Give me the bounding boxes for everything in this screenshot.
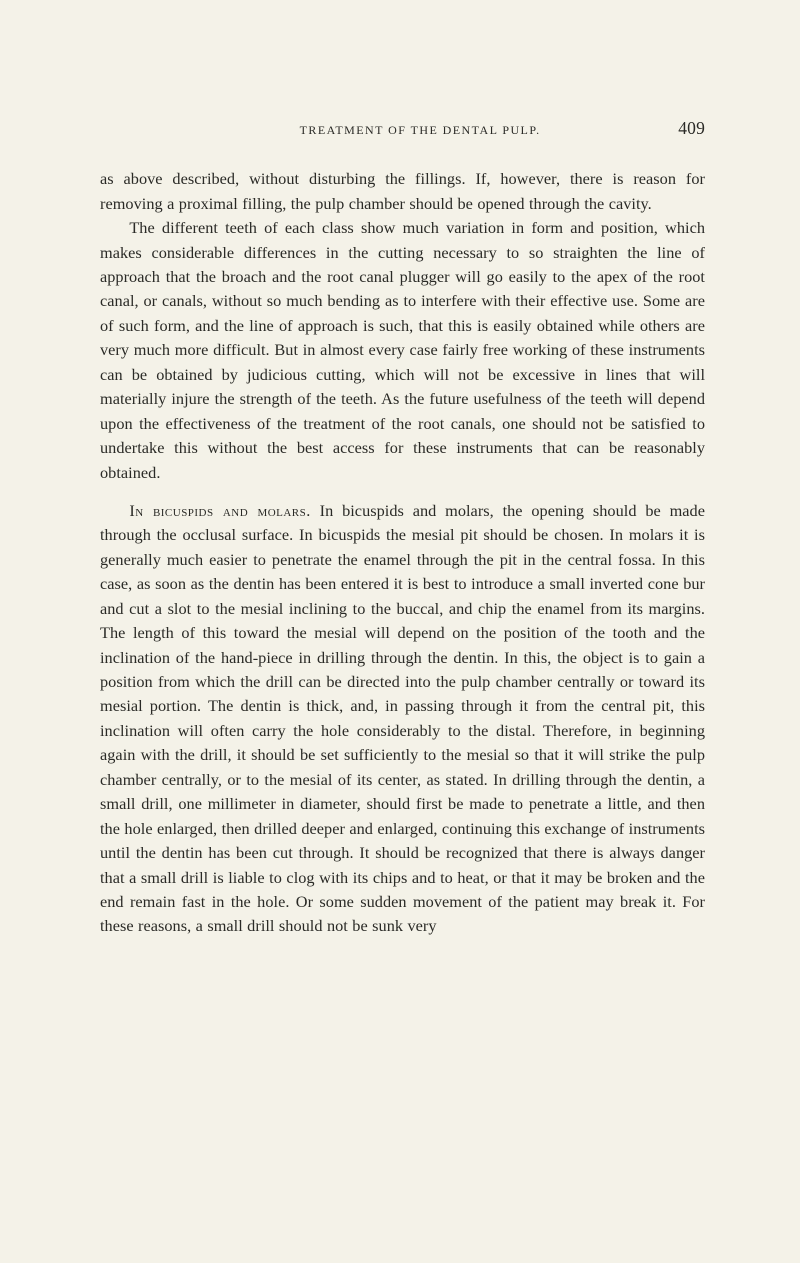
running-head: TREATMENT OF THE DENTAL PULP. [162, 121, 678, 139]
paragraph-section: In bicuspids and molars. In bicuspids an… [100, 499, 705, 939]
paragraph-text: In bicuspids and molars, the opening sho… [100, 501, 705, 935]
page-header: TREATMENT OF THE DENTAL PULP. 409 [100, 115, 705, 141]
section-lead-smallcaps: In bicuspids and molars. [129, 501, 310, 520]
paragraph-continuation: as above described, without disturbing t… [100, 167, 705, 216]
page-number: 409 [678, 115, 705, 141]
paragraph: The different teeth of each class show m… [100, 216, 705, 485]
